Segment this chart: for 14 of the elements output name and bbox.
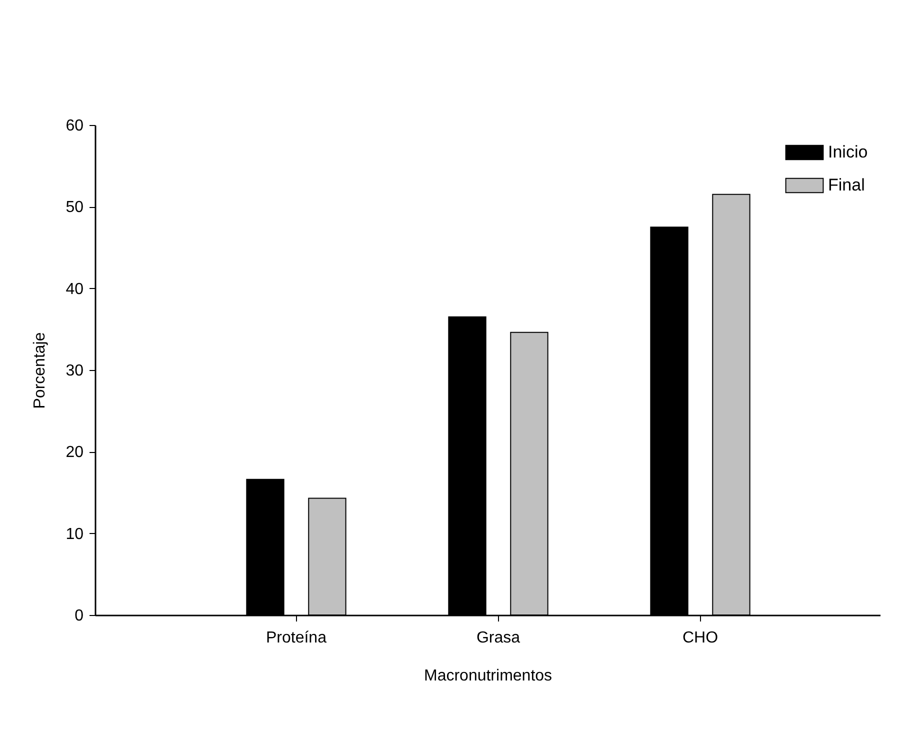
x-tick-label: CHO (682, 630, 718, 646)
y-tick-label: 50 (66, 199, 84, 216)
y-tick-label: 40 (66, 280, 84, 298)
y-tick-label: 0 (74, 608, 84, 624)
x-axis-title: Macronutrimentos (424, 668, 552, 684)
y-tick-label: 60 (66, 118, 84, 134)
legend-label: Inicio (828, 142, 868, 162)
x-tick-label: Proteína (266, 630, 327, 646)
y-axis-title: Porcentaje (32, 332, 49, 409)
x-tick-label: Grasa (476, 630, 520, 646)
y-tick-label: 20 (66, 444, 84, 462)
y-tick-label: 10 (66, 526, 84, 543)
legend-label: Final (828, 176, 865, 194)
y-tick-label: 30 (66, 362, 84, 380)
